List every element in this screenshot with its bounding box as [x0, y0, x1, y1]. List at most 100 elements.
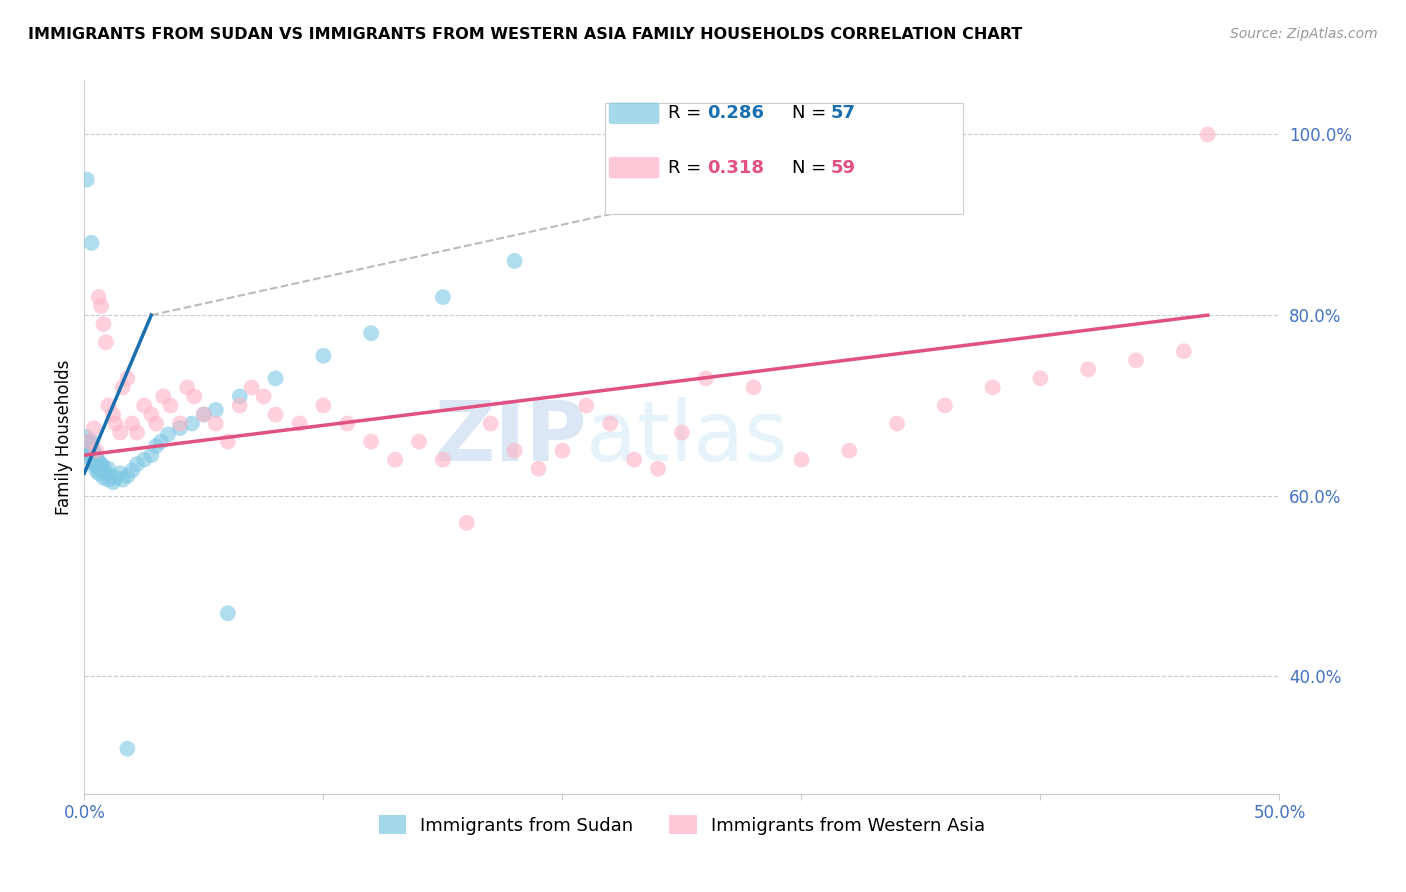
- Point: [264, 408, 287, 422]
- Point: [86, 463, 108, 477]
- Point: [169, 421, 191, 435]
- Point: [336, 417, 359, 431]
- Point: [125, 457, 148, 471]
- Point: [695, 371, 717, 385]
- Point: [79, 434, 101, 449]
- Text: Source: ZipAtlas.com: Source: ZipAtlas.com: [1230, 27, 1378, 41]
- Point: [229, 399, 252, 413]
- Point: [408, 434, 430, 449]
- Text: atlas: atlas: [586, 397, 787, 477]
- Y-axis label: Family Households: Family Households: [55, 359, 73, 515]
- Point: [790, 452, 813, 467]
- Point: [94, 335, 117, 350]
- Text: R =: R =: [668, 104, 707, 122]
- Point: [117, 371, 139, 385]
- Point: [121, 463, 143, 477]
- Point: [80, 434, 103, 449]
- Point: [117, 469, 139, 483]
- Point: [93, 317, 115, 331]
- Point: [838, 443, 860, 458]
- Point: [176, 380, 198, 394]
- Point: [575, 399, 598, 413]
- Point: [111, 473, 134, 487]
- Point: [83, 457, 105, 471]
- Point: [886, 417, 908, 431]
- Point: [145, 439, 167, 453]
- Point: [152, 389, 174, 403]
- Point: [101, 408, 124, 422]
- Point: [253, 389, 276, 403]
- Point: [84, 454, 107, 468]
- Point: [217, 606, 239, 620]
- Point: [110, 425, 132, 440]
- Point: [80, 448, 103, 462]
- Point: [141, 408, 163, 422]
- Point: [205, 417, 228, 431]
- Point: [312, 349, 335, 363]
- Point: [132, 452, 156, 467]
- Text: 57: 57: [831, 104, 856, 122]
- Text: 59: 59: [831, 159, 856, 177]
- Point: [104, 417, 127, 431]
- Point: [432, 290, 454, 304]
- Point: [432, 452, 454, 467]
- Point: [981, 380, 1004, 394]
- Point: [456, 516, 478, 530]
- Point: [217, 434, 239, 449]
- Point: [1029, 371, 1052, 385]
- Point: [87, 467, 110, 481]
- Point: [384, 452, 406, 467]
- Point: [80, 235, 103, 250]
- Legend: Immigrants from Sudan, Immigrants from Western Asia: Immigrants from Sudan, Immigrants from W…: [371, 808, 993, 842]
- Point: [86, 443, 108, 458]
- Point: [82, 454, 104, 468]
- Point: [77, 448, 100, 462]
- Point: [264, 371, 287, 385]
- Point: [97, 473, 120, 487]
- Point: [149, 434, 172, 449]
- Point: [110, 467, 132, 481]
- Text: 0.286: 0.286: [707, 104, 765, 122]
- Text: R =: R =: [668, 159, 707, 177]
- Point: [82, 443, 104, 458]
- Text: IMMIGRANTS FROM SUDAN VS IMMIGRANTS FROM WESTERN ASIA FAMILY HOUSEHOLDS CORRELAT: IMMIGRANTS FROM SUDAN VS IMMIGRANTS FROM…: [28, 27, 1022, 42]
- Point: [141, 448, 163, 462]
- Point: [79, 439, 101, 453]
- Point: [193, 408, 215, 422]
- Point: [742, 380, 765, 394]
- Point: [157, 427, 180, 442]
- Point: [83, 421, 105, 435]
- Point: [83, 452, 105, 467]
- Point: [111, 380, 134, 394]
- Point: [181, 417, 204, 431]
- Point: [288, 417, 311, 431]
- Point: [132, 399, 156, 413]
- Point: [86, 450, 108, 465]
- Text: N =: N =: [792, 104, 831, 122]
- Point: [159, 399, 181, 413]
- Point: [479, 417, 502, 431]
- Point: [94, 467, 117, 481]
- Point: [83, 448, 105, 462]
- Point: [623, 452, 645, 467]
- Point: [599, 417, 621, 431]
- Point: [100, 469, 122, 483]
- Point: [503, 254, 526, 268]
- Point: [551, 443, 574, 458]
- Point: [312, 399, 335, 413]
- Point: [101, 475, 124, 490]
- Point: [104, 471, 127, 485]
- Point: [77, 434, 100, 449]
- Point: [360, 326, 382, 341]
- Point: [77, 436, 100, 450]
- Point: [93, 459, 115, 474]
- Point: [87, 461, 110, 475]
- Point: [527, 461, 550, 475]
- Point: [87, 290, 110, 304]
- Point: [125, 425, 148, 440]
- Point: [80, 443, 103, 458]
- Point: [77, 443, 100, 458]
- Point: [647, 461, 669, 475]
- Point: [76, 434, 98, 449]
- Point: [503, 443, 526, 458]
